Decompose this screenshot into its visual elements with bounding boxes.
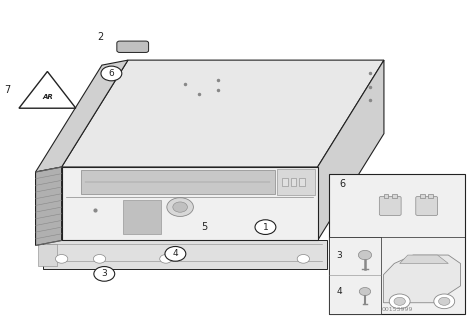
Polygon shape — [62, 167, 318, 240]
Polygon shape — [299, 178, 305, 186]
FancyBboxPatch shape — [416, 196, 438, 215]
Text: 7: 7 — [4, 85, 10, 95]
Bar — [329, 237, 381, 314]
Text: 00153999: 00153999 — [381, 308, 413, 312]
Circle shape — [160, 255, 172, 263]
Circle shape — [94, 267, 115, 281]
Circle shape — [389, 294, 410, 309]
Polygon shape — [282, 178, 288, 186]
Circle shape — [101, 66, 122, 81]
Text: 3: 3 — [101, 270, 107, 278]
Polygon shape — [81, 170, 275, 194]
Text: AR: AR — [42, 94, 53, 100]
Polygon shape — [428, 194, 433, 198]
Polygon shape — [384, 194, 388, 198]
Circle shape — [55, 255, 68, 263]
Polygon shape — [62, 60, 384, 167]
Polygon shape — [123, 200, 161, 234]
Text: 4: 4 — [337, 287, 342, 296]
Polygon shape — [291, 178, 296, 186]
Text: 1: 1 — [263, 223, 268, 231]
Polygon shape — [383, 255, 460, 303]
Bar — [329, 174, 465, 314]
Circle shape — [358, 250, 372, 260]
Circle shape — [93, 255, 106, 263]
Polygon shape — [420, 194, 425, 198]
Text: 2: 2 — [98, 32, 104, 42]
Text: 4: 4 — [173, 249, 178, 258]
Polygon shape — [43, 240, 327, 269]
FancyBboxPatch shape — [379, 196, 401, 215]
Text: 3: 3 — [337, 250, 342, 260]
Circle shape — [297, 255, 310, 263]
Polygon shape — [36, 167, 62, 245]
Polygon shape — [38, 244, 57, 266]
Circle shape — [165, 246, 186, 261]
Polygon shape — [36, 60, 128, 172]
Circle shape — [434, 294, 455, 309]
Polygon shape — [400, 255, 448, 264]
Text: 6: 6 — [109, 69, 114, 78]
Circle shape — [438, 297, 450, 305]
FancyBboxPatch shape — [117, 41, 148, 52]
Polygon shape — [318, 60, 384, 240]
Circle shape — [255, 220, 276, 234]
Circle shape — [359, 288, 371, 296]
Polygon shape — [277, 169, 315, 195]
Circle shape — [394, 297, 405, 305]
Polygon shape — [19, 71, 76, 108]
Text: 5: 5 — [201, 222, 207, 232]
Circle shape — [167, 198, 193, 216]
Text: 6: 6 — [339, 179, 345, 189]
Polygon shape — [392, 194, 397, 198]
Circle shape — [173, 202, 187, 212]
